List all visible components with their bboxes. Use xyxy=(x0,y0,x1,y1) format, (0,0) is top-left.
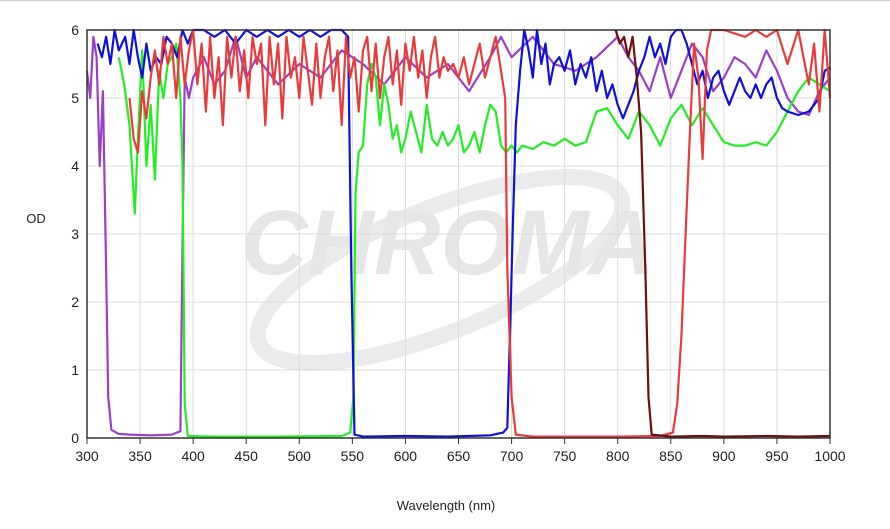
series-line-4 xyxy=(128,28,832,438)
watermark-text: CHROMA xyxy=(241,192,655,294)
x-axis-ticks: 300 350 400 450 500 550 600 650 700 750 800 850 900 9… xyxy=(75,438,846,464)
y-tick-label: 0 xyxy=(71,430,79,446)
x-tick-label: 450 xyxy=(235,448,259,464)
x-tick-label: 850 xyxy=(659,448,683,464)
series-line-2 xyxy=(117,42,831,438)
y-tick-label: 3 xyxy=(71,226,79,242)
y-tick-label: 6 xyxy=(71,22,79,38)
x-tick-label: 650 xyxy=(447,448,471,464)
y-axis-label: OD xyxy=(26,211,46,226)
x-tick-label: 550 xyxy=(341,448,365,464)
grid xyxy=(86,29,831,439)
x-tick-label: 400 xyxy=(181,448,205,464)
x-axis-label: Wavelength (nm) xyxy=(397,498,496,513)
y-tick-label: 2 xyxy=(71,294,79,310)
y-tick-label: 4 xyxy=(71,158,79,174)
series-layer xyxy=(85,28,832,438)
y-tick-label: 5 xyxy=(71,90,79,106)
x-tick-label: 950 xyxy=(765,448,789,464)
y-tick-label: 1 xyxy=(71,362,79,378)
x-tick-label: 500 xyxy=(288,448,312,464)
x-tick-label: 300 xyxy=(75,448,99,464)
watermark-swoosh-icon xyxy=(249,169,631,371)
top-border xyxy=(0,0,890,1)
x-tick-label: 800 xyxy=(606,448,630,464)
x-tick-label: 900 xyxy=(712,448,736,464)
y-axis-ticks: 0 1 2 3 4 5 6 xyxy=(71,22,79,446)
x-tick-label: 750 xyxy=(553,448,577,464)
series-line-5 xyxy=(614,29,831,438)
x-tick-label: 350 xyxy=(128,448,152,464)
x-tick-label: 1000 xyxy=(814,448,845,464)
x-tick-label: 600 xyxy=(394,448,418,464)
chroma-watermark: CHROMA xyxy=(241,169,655,371)
x-tick-label: 700 xyxy=(500,448,524,464)
